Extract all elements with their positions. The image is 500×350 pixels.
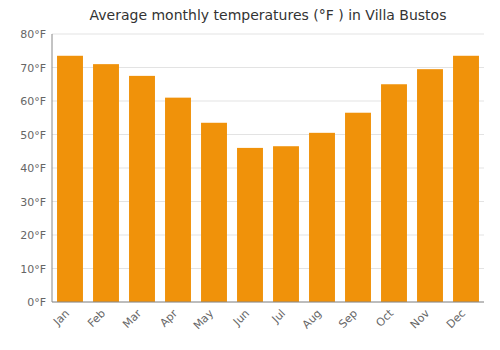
x-axis: Jan Feb Mar Apr May Jun Jul Aug Sep Oct Nov Dec	[50, 306, 468, 332]
bar	[57, 56, 83, 302]
y-tick-label: 30°F	[20, 196, 46, 209]
bar	[309, 133, 335, 302]
x-tick-label: Oct	[373, 306, 396, 329]
chart-container: Average monthly temperatures (°F ) in Vi…	[0, 0, 500, 350]
bar	[453, 56, 479, 302]
x-tick-label: Mar	[120, 307, 144, 331]
y-tick-label: 0°F	[27, 296, 46, 309]
y-tick-label: 40°F	[20, 162, 46, 175]
chart-svg: Average monthly temperatures (°F ) in Vi…	[0, 0, 500, 350]
bar	[165, 98, 191, 302]
x-tick-label: Jan	[50, 307, 72, 329]
y-grid	[52, 34, 484, 302]
y-axis-line	[52, 34, 53, 302]
x-tick-label: Jul	[269, 307, 288, 326]
y-tick-label: 70°F	[20, 62, 46, 75]
y-axis: 0°F 10°F 20°F 30°F 40°F 50°F 60°F 70°F 80°F	[20, 28, 46, 309]
bar	[129, 76, 155, 302]
x-tick-label: Feb	[85, 307, 108, 330]
y-tick-label: 80°F	[20, 28, 46, 41]
bar	[237, 148, 263, 302]
bar	[273, 146, 299, 302]
y-tick-label: 20°F	[20, 229, 46, 242]
bar	[345, 113, 371, 302]
x-tick-label: Aug	[300, 307, 324, 331]
x-tick-label: Dec	[444, 307, 468, 331]
x-tick-label: Nov	[408, 307, 433, 332]
grid-line	[52, 302, 484, 303]
y-tick-label: 60°F	[20, 95, 46, 108]
x-tick-label: May	[191, 307, 217, 333]
bars	[57, 56, 479, 302]
y-tick-label: 50°F	[20, 129, 46, 142]
title: Average monthly temperatures (°F ) in Vi…	[90, 7, 447, 23]
bar	[417, 69, 443, 302]
x-tick-label: Jun	[230, 307, 252, 329]
x-tick-label: Sep	[336, 307, 360, 331]
y-tick-label: 10°F	[20, 263, 46, 276]
grid-line	[52, 34, 484, 35]
bar	[201, 123, 227, 302]
page: {"chart_data": {"type": "bar", "title": …	[0, 0, 500, 350]
x-tick-label: Apr	[157, 307, 180, 330]
bar	[381, 84, 407, 302]
x-axis-line	[52, 302, 484, 303]
bar	[93, 64, 119, 302]
